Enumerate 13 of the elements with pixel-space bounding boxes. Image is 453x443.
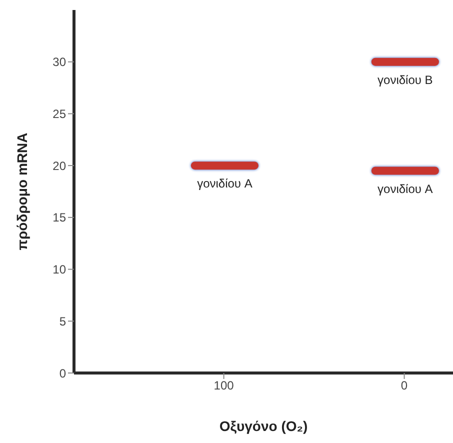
x-axis-title: Οξυγόνο (O₂) bbox=[219, 418, 308, 434]
y-tick-label: 20 bbox=[52, 158, 66, 173]
series-label: γονιδίου B bbox=[378, 72, 433, 87]
y-axis-title: πρόδρομο mRNA bbox=[14, 132, 30, 250]
y-tick-label: 0 bbox=[59, 366, 66, 380]
y-tick-label: 15 bbox=[52, 210, 66, 225]
y-tick-label: 25 bbox=[52, 106, 66, 121]
series-label: γονιδίου A bbox=[378, 182, 433, 196]
y-tick-label: 10 bbox=[52, 262, 66, 277]
y-tick-label: 30 bbox=[52, 55, 66, 70]
y-tick-label: 5 bbox=[59, 314, 66, 328]
series-label: γονιδίου A bbox=[197, 176, 252, 191]
x-tick-label: 100 bbox=[214, 378, 234, 393]
